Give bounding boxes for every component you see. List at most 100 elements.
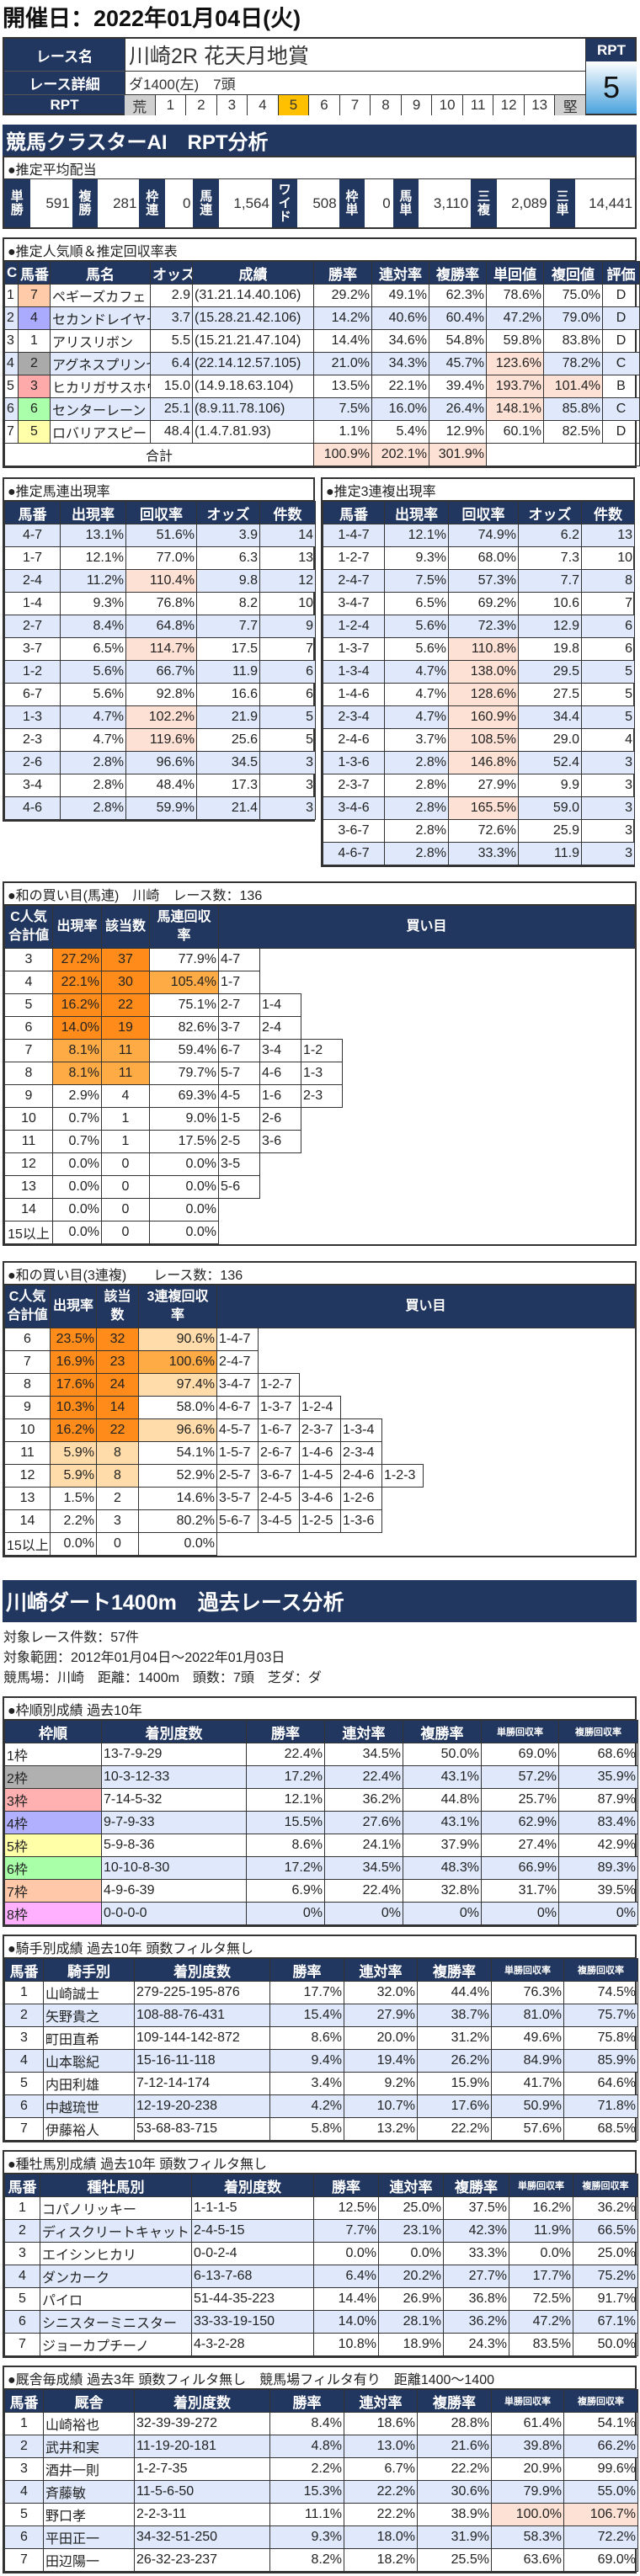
cell-fuku: 50.0% (403, 1743, 482, 1766)
cell-name: アグネスプリンセス (50, 352, 151, 375)
cell-tan_ret: 123.6% (486, 352, 544, 375)
column-header: 買い目 (216, 1285, 635, 1328)
column-header: 単勝回収率 (491, 2389, 564, 2413)
cell-name: 山本聡紀 (43, 2049, 135, 2073)
cell-fuku: 43.1% (403, 1811, 482, 1834)
cell-ret: 51.6% (125, 524, 197, 547)
cell-tan_ret: 63.6% (491, 2548, 564, 2572)
cell-win: 7.7% (313, 2219, 379, 2243)
cell-rate: 13.1% (60, 524, 126, 547)
table-row: 4-7 13.1% 51.6% 3.9 14 (4, 524, 316, 547)
column-header: 評価 (602, 261, 640, 285)
race-name-label: レース名 (4, 39, 125, 72)
cell-label: 1枠 (4, 1743, 102, 1766)
cell-ret: 59.4% (149, 1039, 219, 1062)
empty-cell (423, 1328, 635, 1351)
cell-tan_ret: 66.9% (481, 1856, 559, 1880)
cell-fuku: 42.3% (443, 2219, 509, 2243)
cell-win: 22.4% (246, 1743, 325, 1766)
cell-ret: 76.8% (125, 592, 197, 615)
cell-fuku: 39.4% (429, 375, 487, 398)
empty-cell (301, 1130, 343, 1153)
table-row: 13 1.5% 2 14.6% 3-5-7 2-4-5 3-4-6 1-2-6 (4, 1487, 635, 1510)
cell-fuku_ret: 85.8% (543, 397, 603, 421)
cell-rate: 1.5% (50, 1487, 97, 1510)
buy-combination: 1-3-6 (340, 1509, 382, 1533)
table-row: 7 16.9% 23 100.6% 2-4-7 (4, 1350, 635, 1374)
cell-num: 2-3-4 (323, 705, 385, 729)
cell-odds: 34.4 (518, 705, 582, 729)
empty-cell (259, 1175, 301, 1199)
cell-name: セカンドレイヤー (50, 306, 151, 330)
cell-tan_ret: 0% (481, 1902, 559, 1925)
cell-num: 2 (18, 352, 51, 375)
cell-ret: 165.5% (448, 796, 519, 820)
table-row: 2-7 8.4% 64.8% 7.7 9 (4, 615, 316, 638)
trio-table: 馬番 出現率 回収率 オッズ 件数 1-4-7 12.1% 74.9% 6.2 13 1-2-7 9.… (323, 501, 635, 865)
cell-record: 108-88-76-431 (134, 2004, 270, 2027)
cell-record: (15.21.21.47.104) (192, 329, 314, 353)
cell-ren: 25.0% (378, 2196, 444, 2220)
cell-fuku: 48.3% (403, 1856, 482, 1880)
cell-count: 30 (101, 971, 150, 994)
buy-combination: 1-3-7 (258, 1396, 300, 1419)
empty-cell (218, 1198, 260, 1221)
cell-num: 3-4 (4, 774, 61, 797)
total-row: 合計 100.9% 202.1% 301.9% (4, 443, 640, 466)
cell-ret: 110.8% (448, 637, 519, 661)
cell-ret: 64.8% (125, 615, 197, 638)
cell-fuku_ret: 83.8% (543, 329, 603, 353)
cell-ret: 0.0% (149, 1175, 219, 1199)
waku-table-box: ●枠順別成績 過去10年 枠順 着別度数 勝率 連対率 複勝率 単勝回収率 複勝回収率 1枠 13… (3, 1696, 638, 1927)
rpt-box-label: RPT (597, 41, 626, 58)
cell-tan_ret: 62.9% (481, 1811, 559, 1834)
cell-ren: 16.0% (371, 397, 429, 421)
cell-count: 0 (101, 1198, 150, 1221)
cell-sum: 4 (4, 971, 53, 994)
cell-win: 1.1% (313, 420, 372, 444)
cell-record: 26-32-23-237 (134, 2548, 270, 2572)
total-blank (486, 443, 640, 466)
cell-num: 1-3 (4, 705, 61, 729)
cell-ret: 9.0% (149, 1107, 219, 1131)
cell-fuku: 45.7% (429, 352, 487, 375)
cell-grade: B (602, 375, 640, 398)
cell-count: 3 (581, 842, 635, 865)
cell-ret: 72.6% (448, 819, 519, 843)
cell-ren: 28.1% (378, 2310, 444, 2334)
buy-combination: 2-5 (218, 1130, 260, 1153)
column-header: 連対率 (344, 2389, 418, 2413)
table-row: 4枠 9-7-9-33 15.5% 27.6% 43.1% 62.9% 83.4% (4, 1811, 638, 1834)
cell-record: 10-3-12-33 (101, 1765, 247, 1789)
cell-sum: 13 (4, 1175, 53, 1199)
cell-rate: 2.8% (60, 796, 126, 820)
cell-sum: 9 (4, 1084, 53, 1108)
buy-combination: 6-7 (218, 1039, 260, 1062)
cell-record: (22.14.12.57.105) (192, 352, 314, 375)
cell-fuku: 38.9% (417, 2503, 492, 2526)
cell-c: 5 (4, 375, 19, 398)
cell-count: 23 (96, 1350, 139, 1374)
cell-sum: 6 (4, 1016, 53, 1040)
column-header: 3連複回収率 (138, 1285, 217, 1328)
cell-ren: 20.2% (378, 2265, 444, 2288)
cell-ren: 40.6% (371, 306, 429, 330)
header-row: 馬番 騎手別 着別度数 勝率 連対率 複勝率 単勝回収率 複勝回収率 (4, 1958, 638, 1982)
cell-ret: 80.2% (138, 1509, 217, 1533)
empty-cell (423, 1441, 635, 1465)
cell-fuku: 33.3% (443, 2242, 509, 2265)
cell-name: 内田利雄 (43, 2072, 135, 2095)
jockey-table: 馬番 騎手別 着別度数 勝率 連対率 複勝率 単勝回収率 複勝回収率 1 山崎誠士 279-225-… (4, 1958, 638, 2141)
cell-num: 7 (4, 2117, 44, 2141)
cell-ret: 59.9% (125, 796, 197, 820)
cell-rate: 17.6% (50, 1373, 97, 1397)
cell-num: 3-7 (4, 637, 61, 661)
table-row: 1-4-7 12.1% 74.9% 6.2 13 (323, 524, 635, 547)
buy-combination: 1-4-7 (216, 1328, 259, 1351)
table-row: 2枠 10-3-12-33 17.2% 22.4% 43.1% 57.2% 35.9% (4, 1765, 638, 1789)
buy-combination: 1-5-7 (216, 1441, 259, 1465)
cell-tan_ret: 49.6% (491, 2026, 564, 2050)
cell-ren: 34.5% (324, 1743, 403, 1766)
column-header: 勝率 (313, 2174, 379, 2197)
empty-cell (301, 948, 343, 971)
